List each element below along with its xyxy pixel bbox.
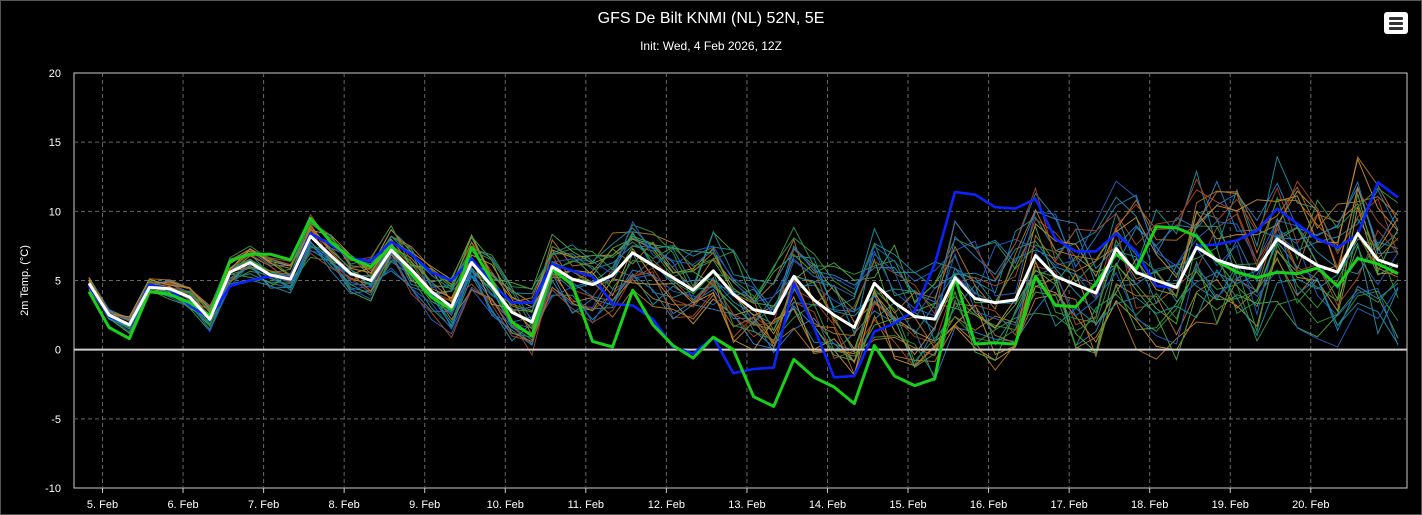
- x-tick-label: 6. Feb: [167, 499, 198, 511]
- ensemble-member-line: [88, 186, 1399, 344]
- menu-bar-middle: [1389, 22, 1403, 25]
- x-tick-label: 11. Feb: [568, 499, 605, 511]
- x-tick-label: 18. Feb: [1131, 499, 1168, 511]
- x-tick-label: 19. Feb: [1212, 499, 1249, 511]
- y-axis-label: 2m Temp. (°C): [19, 245, 31, 316]
- x-tick-label: 14. Feb: [809, 499, 846, 511]
- x-tick-label: 10. Feb: [487, 499, 524, 511]
- ensemble-member-line: [88, 220, 1399, 348]
- ensemble-member-lines: [88, 155, 1399, 382]
- x-tick-label: 15. Feb: [889, 499, 926, 511]
- x-tick-label: 13. Feb: [728, 499, 765, 511]
- y-tick-label: 0: [55, 345, 61, 357]
- x-tick-label: 16. Feb: [970, 499, 1007, 511]
- mean-series-line: [87, 232, 1399, 329]
- y-tick-label: 10: [49, 206, 61, 218]
- control-series-line: [87, 216, 1399, 408]
- ensemble-member-line: [88, 157, 1399, 363]
- chart-subtitle: Init: Wed, 4 Feb 2026, 12Z: [640, 39, 782, 53]
- x-tick-label: 20. Feb: [1292, 499, 1329, 511]
- ensemble-member-line: [88, 227, 1399, 346]
- menu-bar-top: [1389, 17, 1403, 20]
- x-tick-label: 9. Feb: [409, 499, 440, 511]
- y-tick-label: 20: [49, 68, 61, 80]
- x-tick-label: 17. Feb: [1050, 499, 1087, 511]
- ensemble-member-line: [88, 226, 1399, 341]
- y-tick-label: -10: [45, 483, 61, 495]
- x-tick-label: 8. Feb: [329, 499, 360, 511]
- ensemble-member-line: [88, 210, 1399, 338]
- ensemble-member-line: [88, 186, 1399, 357]
- y-tick-label: 5: [55, 276, 61, 288]
- ensemble-member-line: [88, 211, 1399, 346]
- y-tick-label: -5: [51, 414, 61, 426]
- x-tick-label: 7. Feb: [248, 499, 279, 511]
- menu-bar-bottom: [1389, 27, 1403, 30]
- x-tick-label: 5. Feb: [87, 499, 118, 511]
- hamburger-menu-icon[interactable]: [1384, 12, 1408, 34]
- y-tick-label: 15: [49, 137, 61, 149]
- ensemble-member-line: [88, 187, 1399, 378]
- x-tick-label: 12. Feb: [648, 499, 685, 511]
- chart-title: GFS De Bilt KNMI (NL) 52N, 5E: [597, 10, 825, 27]
